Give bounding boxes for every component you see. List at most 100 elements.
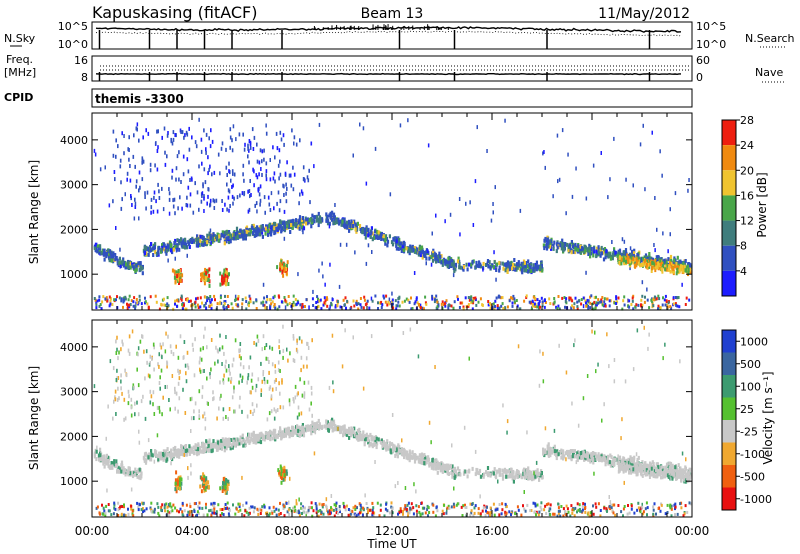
velocity-pixel [375, 436, 378, 441]
velocity-pixel [522, 471, 525, 476]
power-pixel [654, 259, 657, 263]
power-pixel [326, 296, 328, 300]
power-pixel [585, 196, 588, 201]
power-pixel [307, 178, 310, 183]
power-pixel [155, 300, 158, 304]
power-pixel [161, 186, 163, 191]
frequency-right-tick-top: 60 [696, 54, 710, 67]
power-pixel [190, 304, 193, 308]
power-pixel [226, 295, 229, 298]
velocity-pixel [103, 464, 106, 469]
velocity-pixel [205, 439, 208, 444]
velocity-pixel [598, 455, 601, 460]
velocity-pixel [613, 457, 616, 462]
velocity-pixel [310, 431, 313, 436]
power-pixel [279, 199, 282, 204]
power-pixel [203, 209, 205, 213]
power-pixel [133, 133, 135, 138]
power-pixel [195, 243, 198, 248]
power-pixel [192, 238, 195, 243]
power-pixel [178, 273, 181, 278]
power-pixel [564, 305, 566, 309]
power-pixel [261, 173, 263, 177]
velocity-pixel [627, 457, 630, 462]
power-pixel [285, 199, 288, 204]
velocity-pixel [608, 460, 611, 465]
power-pixel [558, 177, 561, 182]
power-pixel [254, 226, 257, 231]
power-pixel [155, 251, 158, 256]
velocity-pixel [207, 440, 211, 445]
power-pixel [475, 303, 478, 307]
power-pixel [127, 265, 130, 270]
power-pixel [236, 195, 239, 200]
power-pixel [204, 301, 207, 305]
power-pixel [365, 227, 368, 232]
power-pixel [508, 265, 511, 270]
power-pixel [141, 266, 144, 271]
velocity-pixel [340, 429, 343, 434]
power-pixel [223, 278, 226, 283]
velocity-pixel [641, 460, 644, 465]
power-pixel [658, 265, 661, 270]
power-pixel [635, 260, 638, 265]
power-pixel [225, 239, 228, 244]
power-pixel [454, 267, 457, 272]
power-pixel [520, 264, 524, 269]
power-pixel [278, 208, 281, 213]
velocity-pixel [117, 376, 120, 380]
power-pixel [228, 169, 230, 174]
power-pixel [224, 230, 227, 235]
velocity-pixel [232, 439, 235, 444]
power-pixel [614, 250, 617, 255]
power-pixel [343, 217, 346, 222]
power-pixel [661, 173, 663, 178]
velocity-pixel [166, 447, 169, 452]
power-pixel [487, 300, 490, 303]
velocity-pixel [512, 479, 515, 484]
power-pixel [318, 268, 320, 273]
power-pixel [584, 246, 588, 250]
power-pixel [645, 262, 648, 267]
power-pixel [568, 296, 571, 300]
power-pixel [241, 229, 244, 234]
cpid-panel: CPID themis -3300 [4, 88, 693, 108]
power-pixel [482, 267, 484, 272]
velocity-pixel [285, 427, 288, 432]
velocity-pixel [266, 435, 269, 440]
velocity-pixel [261, 436, 264, 441]
power-pixel [412, 247, 415, 252]
power-pixel [244, 142, 246, 147]
power-pixel [422, 252, 425, 257]
velocity-pixel [592, 456, 595, 461]
velocity-pixel [583, 453, 586, 458]
power-pixel [180, 298, 183, 302]
power-pixel [677, 268, 680, 273]
power-pixel [651, 300, 654, 304]
power-pixel [144, 191, 146, 196]
power-pixel [103, 257, 106, 262]
velocity-pixel [674, 468, 677, 473]
power-pixel [263, 304, 266, 308]
power-pixel [567, 248, 570, 253]
power-pixel [188, 245, 191, 249]
velocity-pixel [290, 431, 293, 436]
power-pixel [510, 296, 512, 300]
power-pixel [282, 221, 285, 226]
power-pixel [377, 307, 379, 310]
date-title: 11/May/2012 [598, 6, 690, 22]
velocity-range-time-pixels [93, 324, 692, 518]
power-pixel [191, 236, 194, 241]
power-pixel [278, 148, 281, 153]
power-pixel [326, 297, 329, 301]
power-pixel [270, 302, 273, 306]
power-pixel [312, 289, 314, 294]
power-pixel [370, 230, 373, 235]
power-pixel [204, 276, 207, 281]
velocity-pixel [594, 452, 597, 457]
power-pixel [271, 224, 274, 229]
velocity-pixel [300, 355, 303, 360]
power-pixel [127, 303, 130, 307]
velocity-pixel [496, 469, 499, 474]
power-pixel [413, 246, 416, 250]
